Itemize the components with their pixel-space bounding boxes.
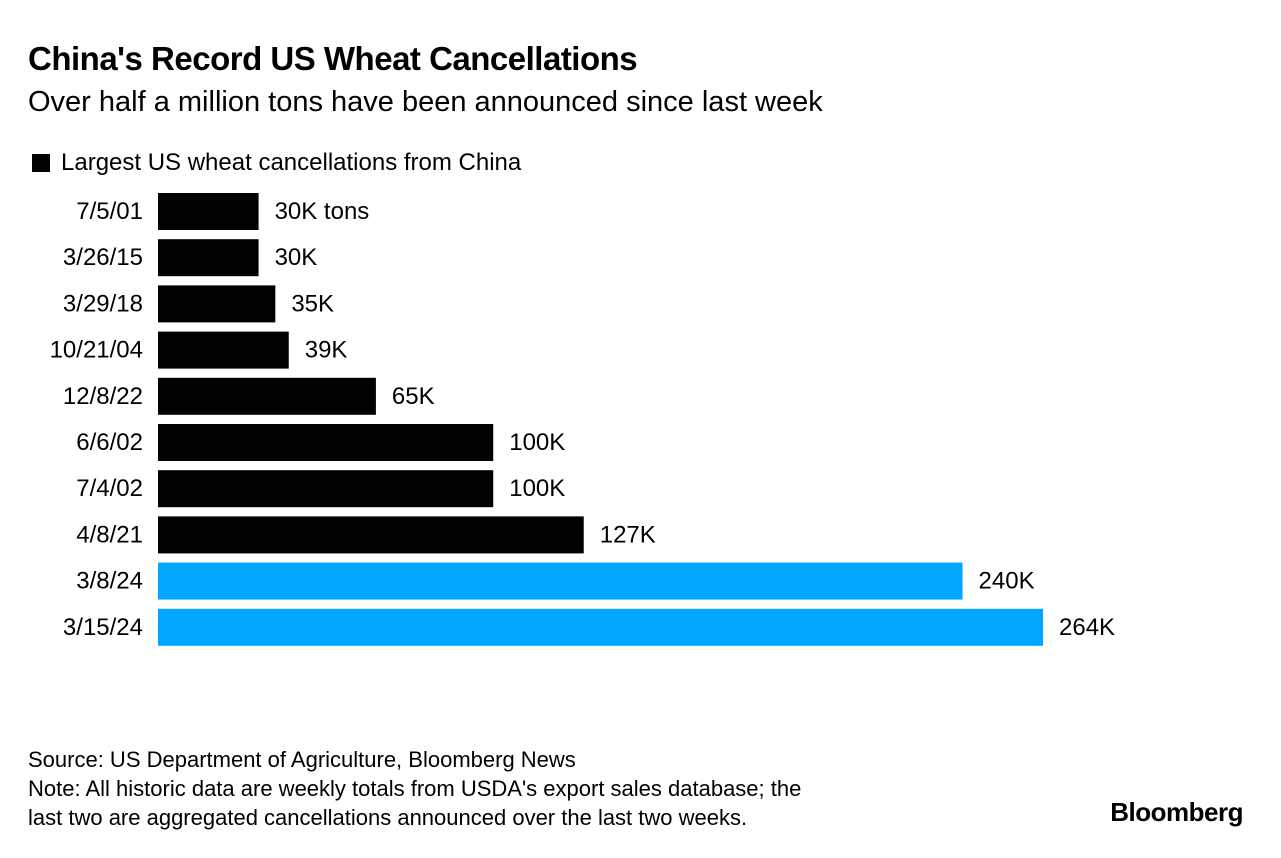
category-label: 10/21/04: [50, 337, 143, 364]
bar: [158, 608, 1043, 646]
category-label: 3/26/15: [63, 244, 143, 271]
legend-label: Largest US wheat cancellations from Chin…: [61, 149, 522, 176]
bar: [158, 331, 289, 369]
category-label: 7/4/02: [76, 475, 143, 502]
category-label: 3/8/24: [76, 568, 143, 595]
footer: Source: US Department of Agriculture, Bl…: [28, 745, 801, 832]
value-label: 264K: [1059, 614, 1115, 641]
bar: [158, 424, 494, 461]
value-label: 240K: [979, 568, 1035, 595]
value-label: 127K: [600, 521, 656, 548]
bar: [158, 562, 963, 600]
category-label: 3/15/24: [63, 614, 143, 641]
category-label: 7/5/01: [76, 198, 143, 225]
value-label: 39K: [305, 337, 348, 364]
footnote-line-2: last two are aggregated cancellations an…: [28, 805, 748, 830]
category-label: 12/8/22: [63, 383, 143, 410]
legend: Largest US wheat cancellations from Chin…: [32, 149, 521, 177]
category-label: 4/8/21: [76, 521, 143, 548]
bar: [158, 285, 276, 323]
chart-subtitle: Over half a million tons have been annou…: [28, 86, 823, 118]
bar-chart: 7/5/01 30K tons 3/26/15 30K 3/29/18 35K 10/21/…: [50, 193, 1115, 646]
bar: [158, 193, 259, 230]
value-label: 100K: [509, 475, 565, 502]
chart-title: China's Record US Wheat Cancellations: [28, 40, 638, 77]
bar: [158, 377, 376, 415]
value-label: 65K: [392, 383, 435, 410]
value-label: 35K: [291, 290, 334, 317]
category-label: 3/29/18: [63, 290, 143, 317]
bar: [158, 516, 584, 554]
bar: [158, 470, 494, 508]
category-label: 6/6/02: [76, 429, 143, 456]
legend-swatch: [32, 154, 50, 172]
value-label: 30K tons: [275, 198, 370, 225]
bloomberg-logo: Bloomberg: [1110, 797, 1243, 827]
footnote-line-1: Note: All historic data are weekly total…: [28, 776, 802, 801]
bar: [158, 239, 259, 277]
value-label: 100K: [509, 429, 565, 456]
source-note: Source: US Department of Agriculture, Bl…: [28, 747, 576, 772]
value-label: 30K: [275, 244, 318, 271]
